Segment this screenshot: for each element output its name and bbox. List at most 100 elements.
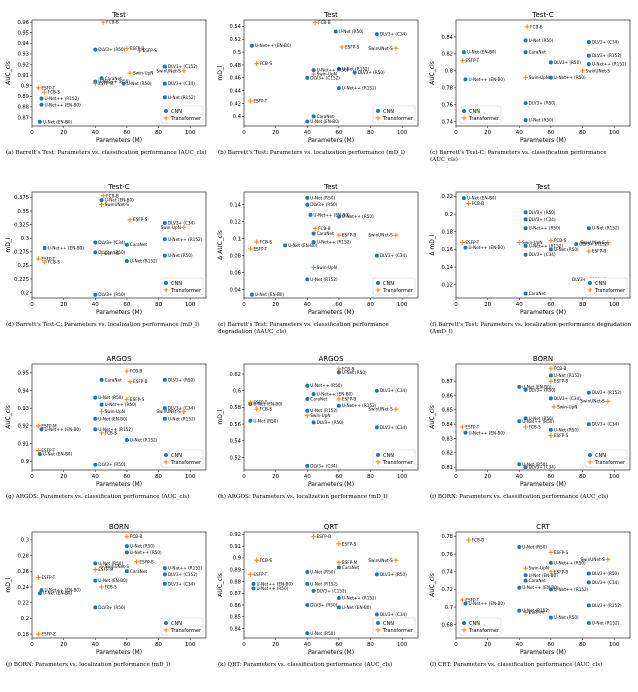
cnn-point xyxy=(248,418,253,423)
point-label: U-Net++ (R152) xyxy=(342,595,377,600)
x-tick-label: 100 xyxy=(185,130,196,136)
transformer-point xyxy=(254,557,260,563)
point-label: U-Net (EN-B0) xyxy=(43,591,73,596)
cnn-point xyxy=(311,68,316,73)
transformer-point xyxy=(181,409,187,415)
cnn-point xyxy=(352,70,357,75)
cnn-point xyxy=(574,242,579,247)
cnn-point xyxy=(523,252,528,257)
chart-caption: (e) Barrett's Test: Parameters vs. class… xyxy=(218,322,389,335)
point-label: DLV3+ (R50) xyxy=(592,571,619,576)
chart-panel-h: ARGOS 0 20 40 60 80 100 0.52 0.54 0.56 0.58 0.6 0.62… xyxy=(216,352,424,524)
transformer-point xyxy=(124,46,130,52)
y-tick-label: 0.1 xyxy=(233,236,241,242)
transformer-point xyxy=(254,61,260,67)
legend-transformer-label: Transformer xyxy=(170,116,202,122)
transformer-point xyxy=(605,398,611,404)
transformer-point xyxy=(393,557,399,563)
y-tick-label: 0.92 xyxy=(229,532,241,538)
chart-title: BORN xyxy=(533,355,553,363)
x-tick-label: 60 xyxy=(335,302,342,308)
point-label: ESFP-T xyxy=(253,572,267,577)
cnn-point xyxy=(374,253,379,258)
transformer-point xyxy=(35,631,41,637)
scatter-chart-g: ARGOS 0 20 40 60 80 100 0.9 0.91 0.92 0.93 0.94 0.95… xyxy=(5,355,207,488)
cnn-point xyxy=(305,463,310,468)
point-label: U-Net (R50) xyxy=(529,118,554,123)
cnn-point xyxy=(93,427,98,432)
x-tick-label: 60 xyxy=(123,302,130,308)
transformer-point xyxy=(311,534,316,540)
x-tick-label: 60 xyxy=(335,130,342,136)
point-label: DLV3+ (R50) xyxy=(98,250,125,255)
cnn-point xyxy=(162,416,167,421)
point-label: FCB-S xyxy=(260,240,273,245)
point-label: SwinUNet-S xyxy=(586,68,611,73)
point-label: ESFP-T xyxy=(465,425,479,430)
point-label: ESFP-M xyxy=(529,610,545,615)
transformer-point xyxy=(312,226,318,231)
point-label: ESFP-T xyxy=(253,400,267,405)
cnn-point xyxy=(523,291,528,296)
y-tick-label: 0.52 xyxy=(229,37,241,43)
point-label: DLV3+ (R50) xyxy=(380,572,407,577)
y-tick-label: 0.87 xyxy=(441,379,453,385)
y-axis-label: mD_l xyxy=(217,409,224,424)
point-label: CaraNet xyxy=(130,242,147,247)
x-tick-label: 100 xyxy=(397,302,408,308)
y-tick-label: 0.8 xyxy=(445,69,453,75)
point-label: DLV3+ (C34) xyxy=(310,463,337,468)
y-tick-label: 0.93 xyxy=(17,406,29,412)
point-label: SwinUNet-S xyxy=(368,558,393,563)
chart-title: Test xyxy=(535,183,550,191)
legend-box xyxy=(372,277,416,296)
point-label: FCB-S xyxy=(554,238,567,243)
x-tick-label: 60 xyxy=(547,302,554,308)
transformer-point xyxy=(124,368,130,374)
y-tick-label: 0.84 xyxy=(441,35,453,41)
cnn-point xyxy=(311,231,316,236)
cnn-point xyxy=(39,96,44,101)
transformer-point xyxy=(181,224,187,230)
x-tick-label: 100 xyxy=(609,642,620,648)
cnn-point xyxy=(586,422,591,427)
point-label: FCB-B xyxy=(472,537,485,542)
point-label: DLV3+ (C152) xyxy=(310,75,340,80)
cnn-point xyxy=(39,588,44,593)
point-label: ESFP-T xyxy=(253,98,267,103)
point-label: U-Net++ (R50) xyxy=(529,226,561,231)
x-axis-label: Parameters (M) xyxy=(96,481,142,488)
point-label: DLV3+ (R152) xyxy=(592,603,622,608)
point-label: ESFP-S xyxy=(143,48,158,53)
transformer-point xyxy=(35,256,41,262)
transformer-point xyxy=(254,239,260,245)
point-label: U-Net++ (R152) xyxy=(592,62,627,67)
chart-caption: (c) Barrett's Test-C: Parameters vs. cla… xyxy=(430,150,607,163)
x-tick-label: 20 xyxy=(484,474,491,480)
y-tick-label: 0.7 xyxy=(445,605,453,611)
x-tick-label: 20 xyxy=(272,302,279,308)
cnn-point xyxy=(311,114,316,119)
transformer-point xyxy=(35,448,41,453)
point-label: U-Net (R152) xyxy=(168,416,196,421)
cnn-point xyxy=(162,237,167,242)
chart-panel-c: Test-C 0 20 40 60 80 100 0.74 0.76 0.78 0.8 0.82 0.8… xyxy=(428,8,636,180)
point-label: U-Net++ (EN-B0) xyxy=(44,588,81,593)
x-tick-label: 0 xyxy=(454,130,458,136)
legend-cnn-marker xyxy=(164,621,168,625)
x-tick-label: 20 xyxy=(484,130,491,136)
point-label: FCB-B xyxy=(130,534,143,539)
transformer-point xyxy=(247,399,253,405)
y-tick-label: 0.94 xyxy=(17,388,29,394)
cnn-point xyxy=(305,408,310,413)
point-label: DLV3+ (R50) xyxy=(98,462,125,467)
transformer-point xyxy=(548,569,554,575)
transformer-point xyxy=(127,217,133,223)
x-tick-label: 80 xyxy=(579,302,586,308)
legend-transformer-marker xyxy=(587,459,593,465)
point-label: SwinUNet-S xyxy=(368,233,393,238)
x-axis-label: Parameters (M) xyxy=(308,649,354,656)
x-tick-label: 40 xyxy=(92,474,99,480)
point-label: DLV3+ (C34) xyxy=(529,217,556,222)
point-label: U-Net++ (R152) xyxy=(44,96,79,101)
